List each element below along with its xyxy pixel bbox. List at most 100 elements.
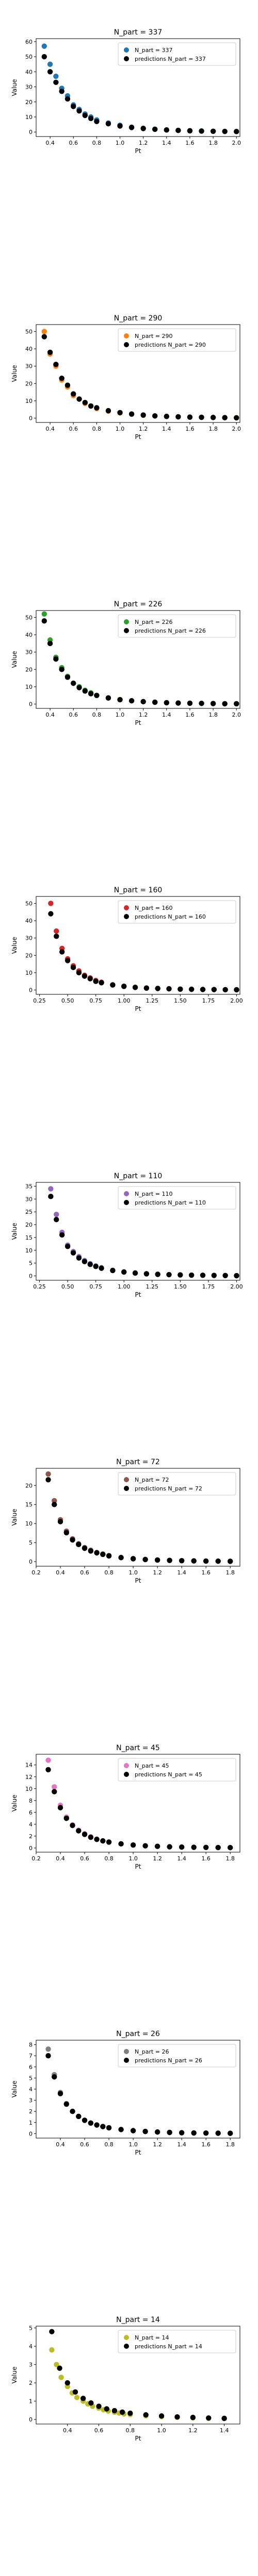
chart-panel-4: N_part = 110 0.25 0.50 0.75 1.00 1.25 1.50 1.75… — [11, 1172, 243, 1298]
prediction-point — [82, 400, 88, 405]
x-tick-label: 0.4 — [45, 426, 55, 432]
prediction-point — [166, 1272, 172, 1278]
legend-label: predictions N_part = 110 — [135, 1199, 206, 1206]
prediction-point — [118, 2127, 124, 2132]
x-tick-label: 1.8 — [208, 140, 218, 146]
prediction-point — [63, 1530, 69, 1536]
prediction-point — [121, 984, 127, 989]
prediction-point — [70, 1537, 75, 1543]
y-tick-label: 50 — [25, 54, 33, 60]
x-tick-label: 2.00 — [230, 1283, 243, 1290]
x-tick-label: 0.2 — [31, 1855, 41, 1862]
truth-point — [48, 1186, 54, 1192]
chart-panel-0: N_part = 337 0.4 0.6 0.8 1.0 1.2 1.4 1.6 1.8 2.0 0… — [11, 28, 241, 155]
prediction-point — [100, 1551, 106, 1557]
legend-label: N_part = 337 — [135, 47, 173, 54]
x-axis-label: Pt — [135, 147, 141, 155]
legend-marker — [124, 905, 129, 910]
prediction-point — [76, 685, 82, 690]
chart-panel-8: N_part = 14 0.4 0.6 0.8 1.0 1.2 1.4 0 1 2 3 4 5 Pt Val… — [11, 2316, 240, 2442]
prediction-point — [88, 403, 94, 409]
prediction-point — [222, 987, 228, 993]
x-axis-label: Pt — [135, 433, 141, 440]
prediction-point — [76, 1828, 82, 1834]
prediction-point — [128, 125, 135, 130]
prediction-point — [188, 1272, 195, 1278]
prediction-point — [191, 1844, 197, 1850]
legend-label: N_part = 226 — [135, 619, 173, 625]
axes-frame — [36, 324, 240, 423]
y-tick-label: 40 — [25, 632, 33, 638]
x-axis-label: Pt — [135, 1863, 141, 1870]
y-tick-label: 0 — [29, 2416, 33, 2423]
legend-marker — [124, 2058, 129, 2063]
x-tick-label: 0.8 — [92, 426, 102, 432]
prediction-point — [64, 958, 71, 963]
y-tick-label: 10 — [25, 114, 33, 121]
y-tick-label: 2 — [29, 2108, 33, 2115]
prediction-point — [76, 396, 82, 402]
x-tick-label: 1.2 — [139, 140, 148, 146]
y-tick-label: 0 — [29, 1558, 33, 1565]
prediction-point — [154, 1843, 160, 1849]
axes-frame — [36, 38, 240, 137]
prediction-point — [54, 1216, 59, 1223]
y-tick-label: 40 — [25, 69, 33, 75]
x-tick-label: 1.2 — [188, 2427, 198, 2434]
prediction-point — [100, 2124, 106, 2129]
prediction-point — [221, 2415, 227, 2421]
x-tick-label: 2.0 — [232, 711, 241, 718]
x-tick-label: 1.2 — [153, 1569, 162, 1576]
chart-panel-5: N_part = 72 0.2 0.4 0.6 0.8 1.0 1.2 1.4 1.6 1.8 0 5… — [11, 1458, 240, 1584]
prediction-point — [70, 964, 76, 971]
x-tick-label: 1.6 — [201, 1855, 211, 1862]
x-axis-label: Pt — [135, 1291, 141, 1298]
x-tick-label: 0.2 — [31, 1569, 41, 1576]
x-tick-label: 1.6 — [185, 140, 195, 146]
prediction-point — [127, 2410, 133, 2416]
x-tick-label: 1.8 — [208, 711, 218, 718]
legend-box — [118, 2330, 236, 2353]
legend-label: predictions N_part = 45 — [135, 1771, 202, 1778]
legend-box — [118, 1758, 236, 1782]
prediction-point — [234, 701, 239, 707]
x-tick-label: 2.0 — [232, 140, 241, 146]
x-tick-label: 0.50 — [61, 997, 74, 1004]
prediction-point — [70, 2108, 75, 2114]
x-tick-label: 1.75 — [202, 1283, 215, 1290]
y-tick-label: 5 — [29, 2325, 33, 2332]
y-tick-label: 30 — [25, 84, 33, 91]
prediction-point — [88, 1548, 94, 1554]
prediction-point — [174, 2414, 180, 2420]
y-tick-label: 7 — [29, 2053, 33, 2059]
x-tick-label: 1.6 — [201, 2141, 211, 2148]
prediction-point — [154, 2129, 160, 2135]
x-tick-label: 1.4 — [220, 2427, 229, 2434]
axes-frame — [36, 896, 240, 995]
x-tick-label: 1.0 — [128, 1569, 138, 1576]
prediction-point — [154, 1557, 160, 1563]
truth-point — [47, 61, 53, 67]
x-tick-label: 0.4 — [56, 1855, 65, 1862]
prediction-point — [88, 115, 94, 122]
y-tick-label: 14 — [25, 1762, 33, 1769]
y-tick-label: 30 — [25, 649, 33, 656]
prediction-point — [118, 1555, 124, 1561]
prediction-point — [187, 700, 193, 706]
x-tick-label: 1.75 — [202, 997, 215, 1004]
prediction-point — [175, 127, 181, 133]
x-tick-label: 0.25 — [33, 997, 46, 1004]
prediction-point — [94, 118, 100, 124]
y-axis-label: Value — [11, 79, 18, 96]
x-tick-label: 1.6 — [185, 711, 195, 718]
prediction-point — [59, 949, 65, 955]
prediction-point — [117, 697, 123, 703]
x-tick-label: 0.6 — [69, 140, 78, 146]
y-tick-label: 20 — [25, 666, 33, 673]
prediction-point — [105, 408, 111, 414]
x-tick-label: 1.0 — [116, 426, 125, 432]
legend-label: predictions N_part = 14 — [135, 2343, 202, 2350]
x-tick-label: 0.6 — [69, 426, 78, 432]
x-tick-label: 0.8 — [92, 140, 102, 146]
prediction-point — [222, 701, 228, 707]
